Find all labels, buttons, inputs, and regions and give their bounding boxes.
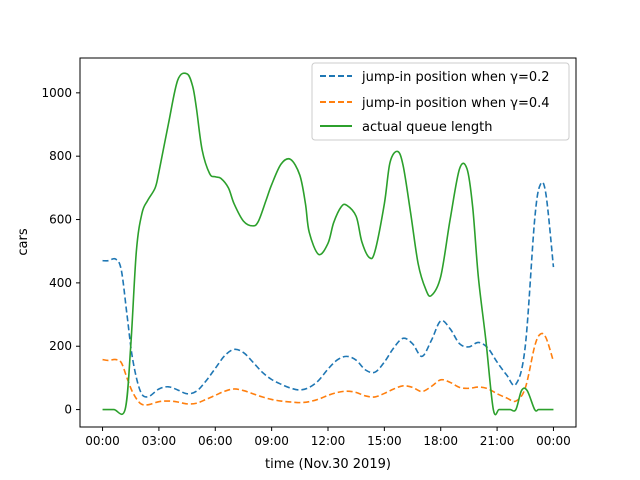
legend-entry-queue: actual queue length	[320, 120, 492, 135]
x-tick-label: 18:00	[423, 434, 458, 448]
x-axis-ticks: 00:00 03:00 06:00 09:00 12:00 15:00 18:00 21:00…	[85, 427, 571, 448]
series-line-0	[102, 181, 555, 398]
x-tick-label: 00:00	[85, 434, 120, 448]
y-tick-label: 400	[49, 276, 72, 290]
y-axis-label: cars	[16, 228, 31, 255]
y-tick-label: 600	[49, 213, 72, 227]
y-tick-label: 1000	[41, 86, 72, 100]
x-tick-label: 15:00	[367, 434, 402, 448]
y-tick-label: 200	[49, 339, 72, 353]
legend-box	[311, 62, 570, 141]
legend-label-gamma-0.4: jump-in position when γ=0.4	[361, 96, 550, 111]
x-tick-label: 00:00	[536, 434, 571, 448]
plot-area	[102, 72, 555, 416]
y-axis-ticks: 0 200 400 600 800 1000	[41, 86, 80, 417]
x-tick-label: 03:00	[142, 434, 177, 448]
series-line-1	[102, 332, 555, 406]
x-axis-label: time (Nov.30 2019)	[265, 457, 391, 472]
legend-entry-gamma-0.2: jump-in position when γ=0.2	[320, 70, 550, 85]
legend-label-gamma-0.2: jump-in position when γ=0.2	[361, 70, 550, 85]
legend-label-queue: actual queue length	[362, 120, 492, 135]
series-line-2	[102, 72, 554, 416]
x-tick-label: 21:00	[480, 434, 515, 448]
y-tick-label: 0	[64, 403, 72, 417]
legend-entry-gamma-0.4: jump-in position when γ=0.4	[320, 96, 550, 111]
legend: jump-in position when γ=0.2 jump-in posi…	[311, 62, 570, 141]
y-tick-label: 800	[49, 149, 72, 163]
x-tick-label: 09:00	[254, 434, 289, 448]
x-tick-label: 12:00	[311, 434, 346, 448]
x-tick-label: 06:00	[198, 434, 233, 448]
